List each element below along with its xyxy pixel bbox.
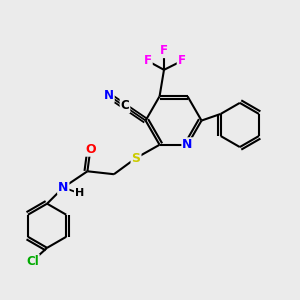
Text: F: F <box>178 55 186 68</box>
Text: H: H <box>75 188 84 198</box>
Text: F: F <box>160 44 168 57</box>
Text: N: N <box>182 138 193 151</box>
Text: Cl: Cl <box>26 255 39 268</box>
Text: C: C <box>121 99 129 112</box>
Text: S: S <box>131 152 140 164</box>
Text: N: N <box>58 181 68 194</box>
Text: O: O <box>85 143 96 156</box>
Text: N: N <box>104 89 114 102</box>
Text: F: F <box>144 55 152 68</box>
